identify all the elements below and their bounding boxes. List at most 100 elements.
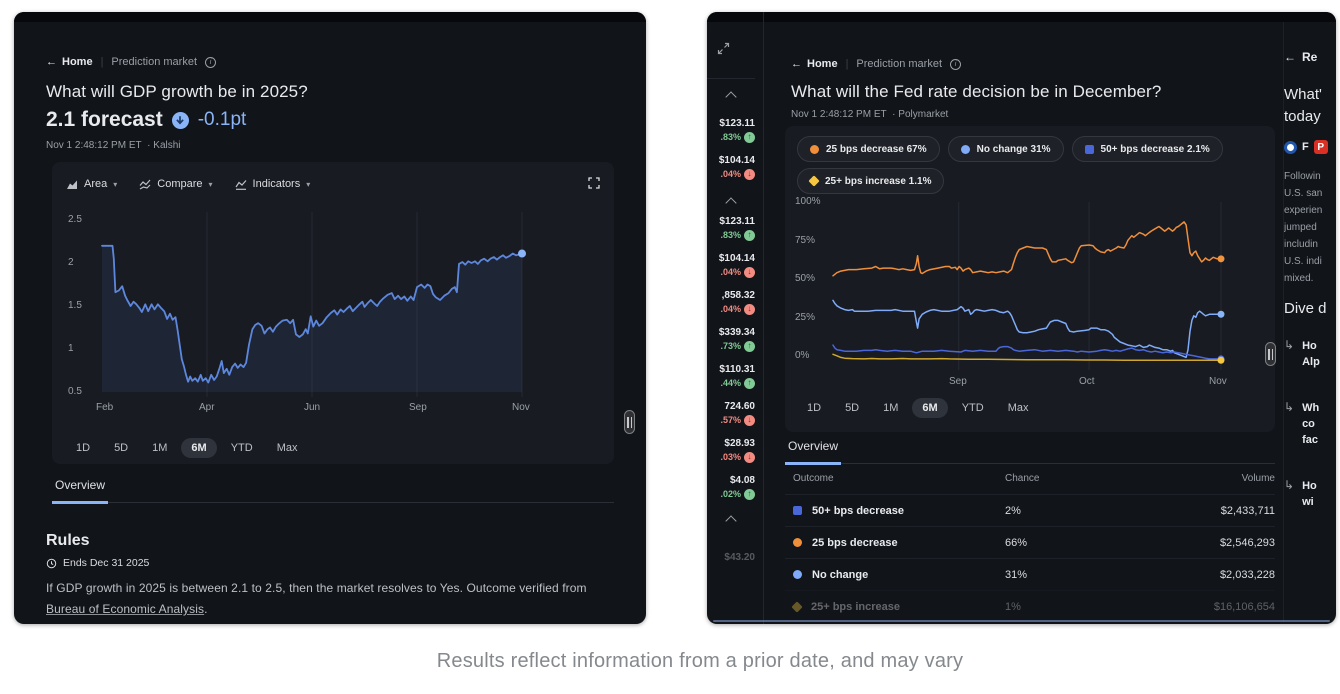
- fullscreen-icon: [588, 177, 600, 189]
- fullscreen-button[interactable]: [588, 176, 600, 194]
- table-row[interactable]: 25 bps decrease 66% $2,546,293: [785, 526, 1275, 558]
- x-axis-tick: Oct: [1079, 376, 1095, 387]
- x-axis-tick: Nov: [512, 402, 530, 413]
- outcome-volume: $16,106,654: [1213, 600, 1275, 613]
- watchlist-item[interactable]: $4.08 .02%: [720, 474, 755, 501]
- watchlist-price: $28.93: [724, 438, 755, 449]
- x-axis-tick: Feb: [96, 402, 114, 413]
- home-link[interactable]: ← Home: [791, 58, 838, 70]
- tab-overview[interactable]: Overview: [785, 439, 842, 465]
- watchlist-item[interactable]: $104.14 .04%: [719, 252, 755, 279]
- range-1d[interactable]: 1D: [76, 442, 91, 454]
- watchlist-price: $123.11: [719, 118, 755, 129]
- outcome-swatch-icon: [791, 600, 803, 613]
- header-chance: Chance: [1005, 473, 1040, 484]
- info-icon[interactable]: i: [950, 58, 962, 70]
- watchlist-price: $43.20: [724, 552, 755, 563]
- down-arrow-circle-icon: [171, 111, 189, 129]
- related-back-link[interactable]: ← Re: [1284, 50, 1318, 64]
- market-title: What will the Fed rate decision be in De…: [791, 82, 1162, 101]
- watchlist-item[interactable]: $104.14 .04%: [719, 154, 755, 181]
- trend-badge-icon: [744, 451, 755, 463]
- y-axis-tick: 50%: [795, 273, 816, 284]
- watchlist-item-faded[interactable]: $43.20: [724, 551, 755, 564]
- legend-chip[interactable]: 25 bps decrease 67%: [797, 136, 940, 162]
- source-link[interactable]: Bureau of Economic Analysis: [46, 602, 205, 616]
- table-header: Outcome Chance Volume: [785, 473, 1275, 494]
- legend-chip[interactable]: 25+ bps increase 1.1%: [797, 168, 945, 194]
- range-max[interactable]: Max: [276, 442, 298, 454]
- rules-heading: Rules: [46, 532, 90, 549]
- dive-deeper-item[interactable]: ↳ Ho Alp: [1284, 338, 1320, 368]
- fed-chart-card: 25 bps decrease 67% No change 31% 50+ bp…: [785, 126, 1275, 432]
- range-1m[interactable]: 1M: [152, 442, 168, 454]
- indicators-button[interactable]: Indicators ▾: [235, 178, 310, 190]
- chevron-down-icon: ▾: [208, 179, 213, 189]
- y-axis-tick: 1: [68, 343, 74, 354]
- time-range-selector: 1D 5D 1M 6M YTD Max: [66, 438, 307, 458]
- trend-badge-icon: [744, 229, 755, 241]
- y-axis-tick: 0%: [795, 350, 810, 361]
- watchlist-price: ,858.32: [721, 290, 755, 301]
- legend-chip[interactable]: 50+ bps decrease 2.1%: [1071, 136, 1223, 162]
- watchlist-item[interactable]: 724.60 .57%: [720, 400, 755, 427]
- watchlist-item[interactable]: $123.11 .83%: [719, 215, 755, 242]
- breadcrumb-divider: |: [100, 56, 104, 68]
- dive-deeper-item[interactable]: ↳ Wh co fac: [1284, 400, 1320, 446]
- watchlist-change: .44%: [720, 378, 741, 388]
- watchlist-item[interactable]: ,858.32 .04%: [720, 289, 755, 316]
- range-max[interactable]: Max: [1007, 402, 1029, 414]
- chevron-up-icon[interactable]: [725, 197, 737, 209]
- area-chart-icon: [67, 180, 77, 189]
- gdp-market-panel: ← Home | Prediction market i What will GD…: [14, 12, 646, 624]
- area-chart-type-button[interactable]: Area ▾: [66, 178, 117, 190]
- expand-icon[interactable]: [717, 42, 730, 60]
- header-outcome: Outcome: [793, 473, 834, 484]
- watchlist-change: .57%: [720, 415, 741, 425]
- outcome-chance: 31%: [1005, 568, 1028, 581]
- watchlist-item[interactable]: $339.34 .73%: [719, 326, 755, 353]
- ends-date: Ends Dec 31 2025: [63, 557, 150, 569]
- outcome-volume: $2,033,228: [1219, 568, 1275, 581]
- chevron-up-icon[interactable]: [725, 91, 737, 103]
- table-row[interactable]: 50+ bps decrease 2% $2,433,711: [785, 494, 1275, 526]
- outcomes-table: Outcome Chance Volume 50+ bps decrease 2…: [785, 473, 1275, 622]
- watchlist-price: $339.34: [718, 327, 755, 338]
- outcome-chance: 1%: [1005, 600, 1021, 613]
- gdp-line-chart[interactable]: [94, 212, 574, 397]
- outcome-label: 25 bps decrease: [812, 536, 898, 549]
- rules-text: If GDP growth in 2025 is between 2.1 to …: [46, 581, 587, 616]
- range-ytd[interactable]: YTD: [961, 402, 984, 414]
- range-5d[interactable]: 5D: [114, 442, 129, 454]
- compare-button[interactable]: Compare ▾: [139, 178, 213, 190]
- watchlist-item[interactable]: $123.11 .83%: [719, 117, 755, 144]
- chevron-up-icon[interactable]: [725, 515, 737, 527]
- range-6m[interactable]: 6M: [912, 398, 948, 418]
- market-source: Kalshi: [153, 140, 181, 151]
- watchlist-item[interactable]: $110.31 .44%: [719, 363, 755, 390]
- disclaimer-caption: Results reflect information from a prior…: [436, 650, 964, 672]
- dive-deeper-item[interactable]: ↳ Ho wi: [1284, 478, 1317, 508]
- range-1d[interactable]: 1D: [807, 402, 822, 414]
- panel-resize-handle[interactable]: [624, 410, 635, 434]
- info-icon[interactable]: i: [205, 56, 217, 68]
- legend-chip[interactable]: No change 31%: [947, 136, 1064, 162]
- panel-resize-handle[interactable]: [1265, 342, 1276, 366]
- tab-overview[interactable]: Overview: [52, 478, 109, 504]
- breadcrumb-section: Prediction market: [111, 56, 198, 68]
- fed-multi-line-chart[interactable]: [829, 202, 1254, 370]
- x-axis-tick: Apr: [199, 402, 215, 413]
- x-axis-tick: Sep: [409, 402, 427, 413]
- range-5d[interactable]: 5D: [845, 402, 860, 414]
- range-ytd[interactable]: YTD: [230, 442, 253, 454]
- home-link[interactable]: ← Home: [46, 56, 93, 68]
- table-row[interactable]: No change 31% $2,033,228: [785, 558, 1275, 590]
- range-1m[interactable]: 1M: [883, 402, 899, 414]
- watchlist-item[interactable]: $28.93 .03%: [720, 437, 755, 464]
- range-6m[interactable]: 6M: [181, 438, 217, 458]
- trend-badge-icon: [744, 266, 755, 278]
- table-row[interactable]: 25+ bps increase 1% $16,106,654: [785, 590, 1275, 622]
- outcome-chance: 2%: [1005, 504, 1021, 517]
- breadcrumb-section: Prediction market: [856, 58, 943, 70]
